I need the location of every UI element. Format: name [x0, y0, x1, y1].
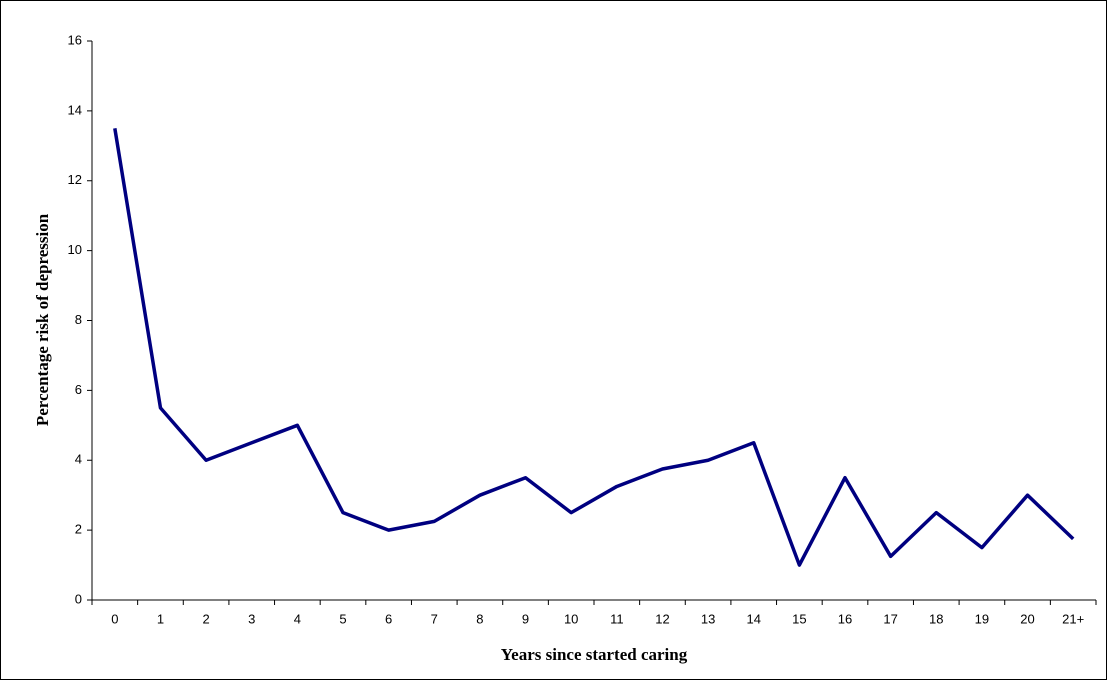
x-tick-label: 20: [1020, 611, 1034, 626]
y-tick-label: 0: [75, 591, 82, 606]
x-tick-label: 8: [476, 611, 483, 626]
y-tick-label: 12: [68, 172, 82, 187]
x-tick-label: 5: [339, 611, 346, 626]
x-tick-label: 16: [838, 611, 852, 626]
x-tick-label: 4: [294, 611, 301, 626]
x-tick-label: 3: [248, 611, 255, 626]
x-tick-label: 0: [111, 611, 118, 626]
x-tick-label: 1: [157, 611, 164, 626]
x-tick-label: 6: [385, 611, 392, 626]
x-tick-label: 19: [975, 611, 989, 626]
x-tick-label: 2: [202, 611, 209, 626]
x-tick-label: 21+: [1062, 611, 1084, 626]
y-tick-label: 10: [68, 242, 82, 257]
y-tick-label: 4: [75, 452, 82, 467]
x-tick-label: 14: [746, 611, 760, 626]
x-tick-label: 11: [610, 611, 624, 626]
x-tick-label: 12: [655, 611, 669, 626]
x-tick-label: 18: [929, 611, 943, 626]
x-tick-label: 10: [564, 611, 578, 626]
x-axis-title: Years since started caring: [501, 645, 688, 664]
y-tick-label: 8: [75, 312, 82, 327]
x-tick-label: 7: [431, 611, 438, 626]
x-tick-label: 9: [522, 611, 529, 626]
y-axis-title: Percentage risk of depression: [33, 213, 52, 426]
y-tick-label: 14: [68, 102, 82, 117]
x-tick-label: 13: [701, 611, 715, 626]
y-tick-label: 16: [68, 32, 82, 47]
y-tick-label: 6: [75, 382, 82, 397]
x-tick-label: 17: [883, 611, 897, 626]
x-tick-label: 15: [792, 611, 806, 626]
line-series: [113, 128, 1075, 567]
y-tick-label: 2: [75, 522, 82, 537]
